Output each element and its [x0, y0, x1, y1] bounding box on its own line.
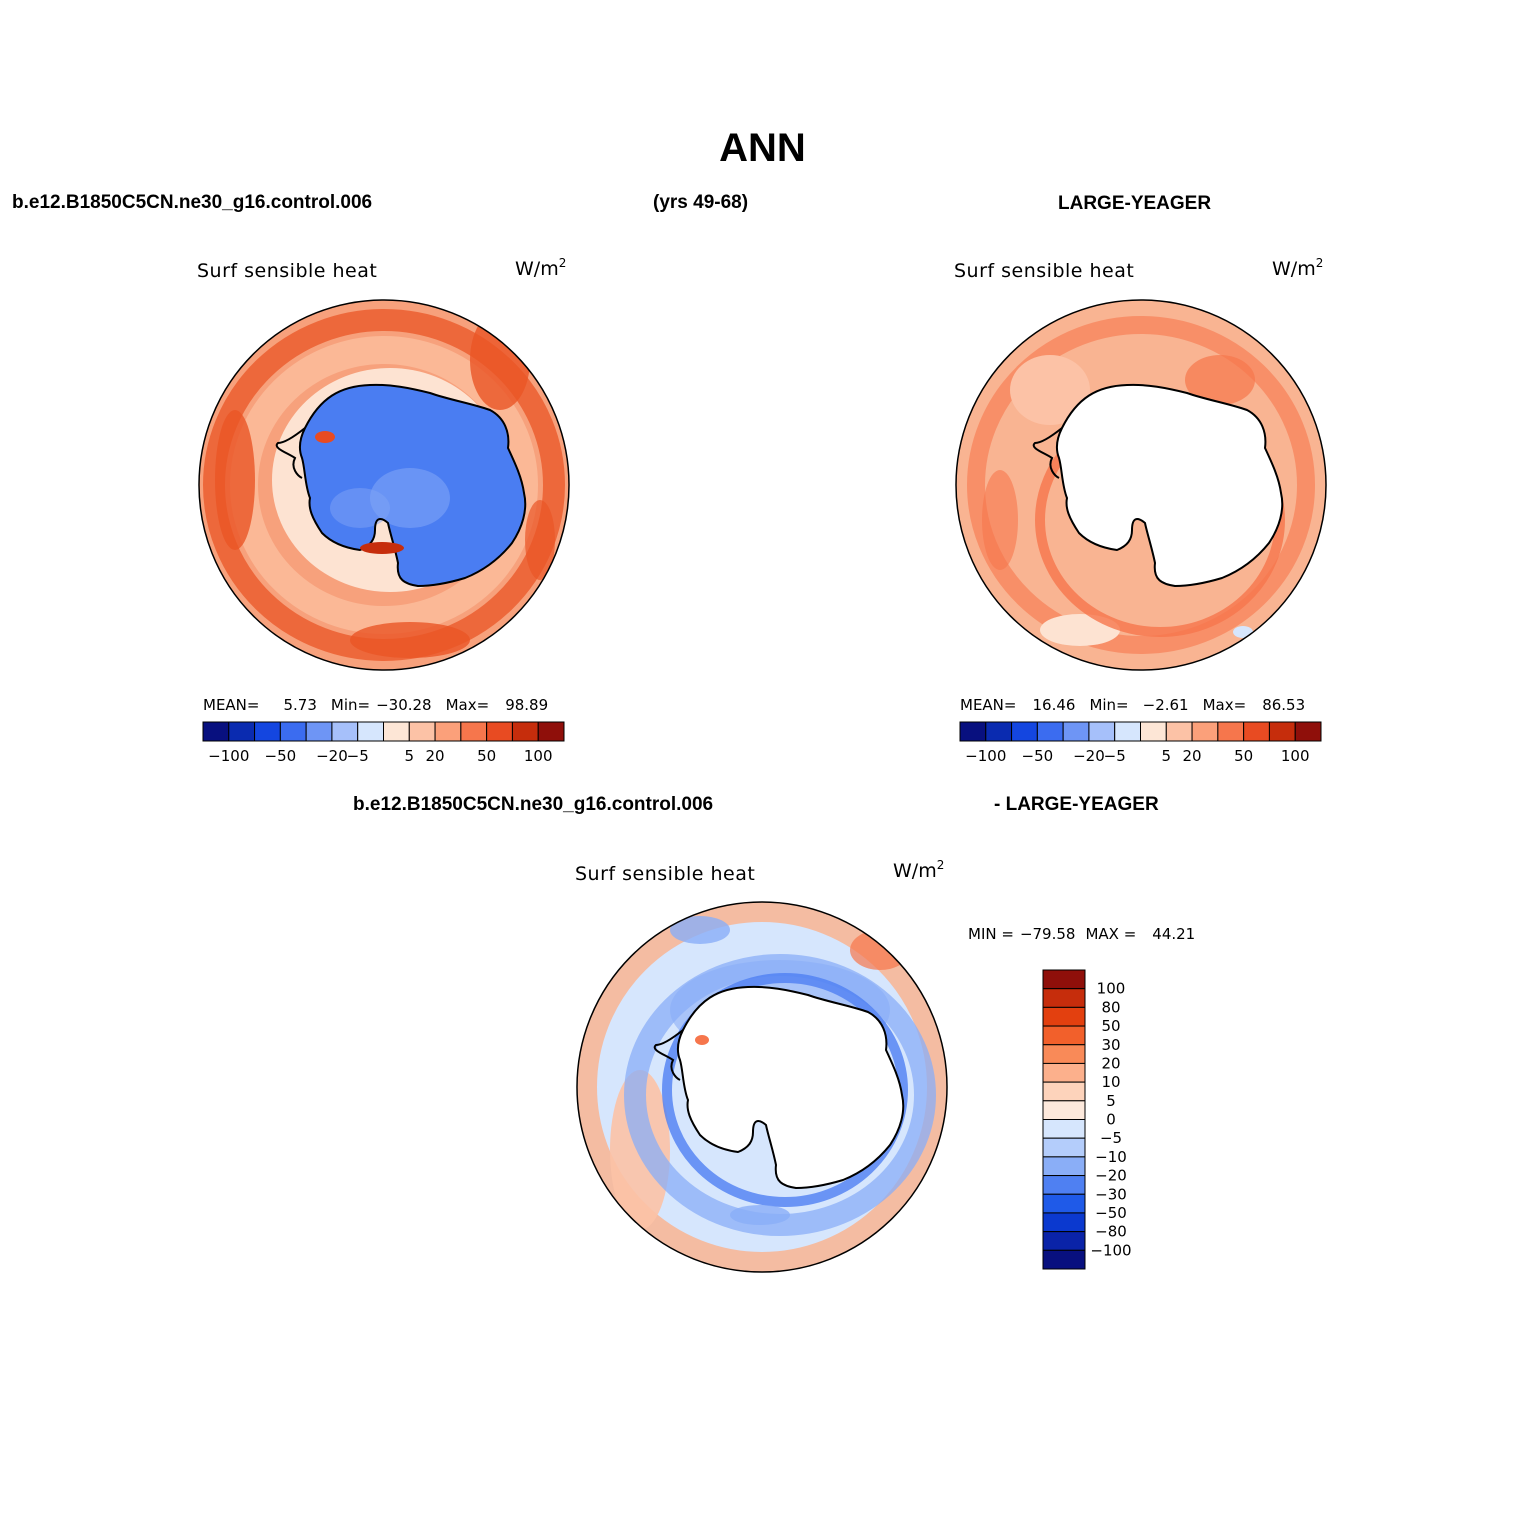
colorbar-tick-label: 50 — [1234, 747, 1253, 765]
colorbar-tick-label: 50 — [477, 747, 496, 765]
colorbar-swatch — [1042, 1081, 1086, 1102]
colorbar-swatch — [202, 721, 230, 742]
map-panel-difference — [576, 901, 948, 1273]
colorbar-tick-label: −20 — [316, 747, 348, 765]
panel2-stats: MEAN= 16.46 Min= −2.61 Max= 86.53 — [960, 696, 1306, 714]
colorbar-obs: −100 −50 −20−5 5 20 50 100 — [959, 721, 1322, 765]
header-obs-name: LARGE-YEAGER — [1058, 193, 1212, 214]
panel2-variable-label: Surf sensible heat — [954, 260, 1135, 282]
header-years: (yrs 49-68) — [653, 192, 749, 213]
colorbar-swatch — [383, 721, 410, 742]
colorbar-swatch — [254, 721, 281, 742]
panel1-stats: MEAN= 5.73 Min= −30.28 Max= 98.89 — [203, 696, 549, 714]
panel3-variable-label: Surf sensible heat — [575, 863, 756, 885]
colorbar-swatch — [305, 721, 333, 742]
colorbar-swatch — [1217, 721, 1245, 742]
colorbar-tick-label: 0 — [1106, 1111, 1116, 1129]
colorbar-swatch — [1165, 721, 1193, 742]
panel1-units: W/m2 — [515, 256, 567, 280]
colorbar-swatch — [1062, 721, 1090, 742]
colorbar-swatch — [1042, 988, 1086, 1008]
colorbar-swatch — [434, 721, 462, 742]
colorbar-swatch — [1042, 1137, 1086, 1158]
colorbar-swatch — [1294, 721, 1322, 742]
colorbar-swatch — [511, 721, 539, 742]
colorbar-swatch — [1042, 1100, 1086, 1120]
colorbar-tick-label: 20 — [1101, 1054, 1120, 1072]
colorbar-tick-label: −5 — [1100, 1129, 1122, 1147]
colorbar-swatch — [460, 721, 488, 742]
colorbar-tick-label: −100 — [1090, 1241, 1131, 1259]
header-case-name: b.e12.B1850C5CN.ne30_g16.control.006 — [12, 192, 373, 213]
diff-stats: MIN = −79.58 MAX = 44.21 — [968, 925, 1196, 943]
panel1-variable-label: Surf sensible heat — [197, 260, 378, 282]
colorbar-tick-label: −5 — [347, 747, 369, 765]
colorbar-tick-label: 20 — [426, 747, 445, 765]
colorbar-swatch — [1268, 721, 1296, 742]
colorbar-swatch — [1011, 721, 1038, 742]
diff-header-case-name: b.e12.B1850C5CN.ne30_g16.control.006 — [353, 794, 714, 815]
colorbar-tick-label: 5 — [1162, 747, 1172, 765]
colorbar-tick-label: −50 — [1095, 1204, 1127, 1222]
colorbar-swatch — [1042, 1212, 1086, 1233]
colorbar-swatch — [1042, 1175, 1086, 1195]
colorbar-swatch — [1042, 1231, 1086, 1251]
colorbar-swatch — [1191, 721, 1219, 742]
colorbar-swatch — [1042, 1119, 1086, 1139]
panel2-units: W/m2 — [1272, 256, 1324, 280]
colorbar-swatch — [1243, 721, 1270, 742]
colorbar-swatch — [1042, 1006, 1086, 1027]
colorbar-swatch — [408, 721, 436, 742]
colorbar-tick-label: 10 — [1101, 1073, 1120, 1091]
map-panel-model — [198, 299, 570, 671]
colorbar-tick-label: 100 — [1281, 747, 1310, 765]
colorbar-tick-label: 20 — [1183, 747, 1202, 765]
colorbar-swatch — [537, 721, 565, 742]
colorbar-tick-label: 50 — [1101, 1017, 1120, 1035]
colorbar-tick-label: −10 — [1095, 1148, 1127, 1166]
colorbar-tick-label: −80 — [1095, 1223, 1127, 1241]
colorbar-swatch — [1114, 721, 1141, 742]
colorbar-tick-label: 80 — [1101, 998, 1120, 1016]
colorbar-swatch — [1042, 969, 1086, 990]
colorbar-swatch — [959, 721, 987, 742]
colorbar-tick-label: −5 — [1104, 747, 1126, 765]
colorbar-tick-label: −50 — [1022, 747, 1054, 765]
colorbar-tick-label: 5 — [405, 747, 415, 765]
colorbar-swatch — [1036, 721, 1064, 742]
colorbar-tick-label: −50 — [265, 747, 297, 765]
colorbar-tick-label: −100 — [965, 747, 1006, 765]
colorbar-tick-label: 5 — [1106, 1092, 1116, 1110]
colorbar-tick-label: 100 — [524, 747, 553, 765]
colorbar-tick-label: 30 — [1101, 1036, 1120, 1054]
colorbar-swatch — [1088, 721, 1116, 742]
colorbar-swatch — [1042, 1062, 1086, 1083]
colorbar-swatch — [1042, 1156, 1086, 1177]
colorbar-swatch — [331, 721, 359, 742]
colorbar-swatch — [1042, 1044, 1086, 1064]
colorbar-tick-label: −20 — [1095, 1167, 1127, 1185]
colorbar-swatch — [1140, 721, 1167, 742]
colorbar-swatch — [357, 721, 385, 742]
diff-header-obs-name: - LARGE-YEAGER — [994, 794, 1159, 815]
colorbar-swatch — [279, 721, 307, 742]
colorbar-tick-label: −20 — [1073, 747, 1105, 765]
colorbar-tick-label: −100 — [208, 747, 249, 765]
colorbar-swatch — [486, 721, 513, 742]
colorbar-model: −100 −50 −20−5 5 20 50 100 — [202, 721, 565, 765]
colorbar-swatch — [1042, 1249, 1086, 1270]
colorbar-swatch — [228, 721, 256, 742]
panel3-units: W/m2 — [893, 858, 945, 882]
colorbar-tick-label: −30 — [1095, 1185, 1127, 1203]
colorbar-swatch — [1042, 1193, 1086, 1214]
colorbar-swatch — [985, 721, 1013, 742]
main-title: ANN — [719, 126, 806, 170]
colorbar-swatch — [1042, 1025, 1086, 1046]
map-panel-obs — [955, 299, 1327, 671]
colorbar-tick-label: 100 — [1097, 980, 1126, 998]
